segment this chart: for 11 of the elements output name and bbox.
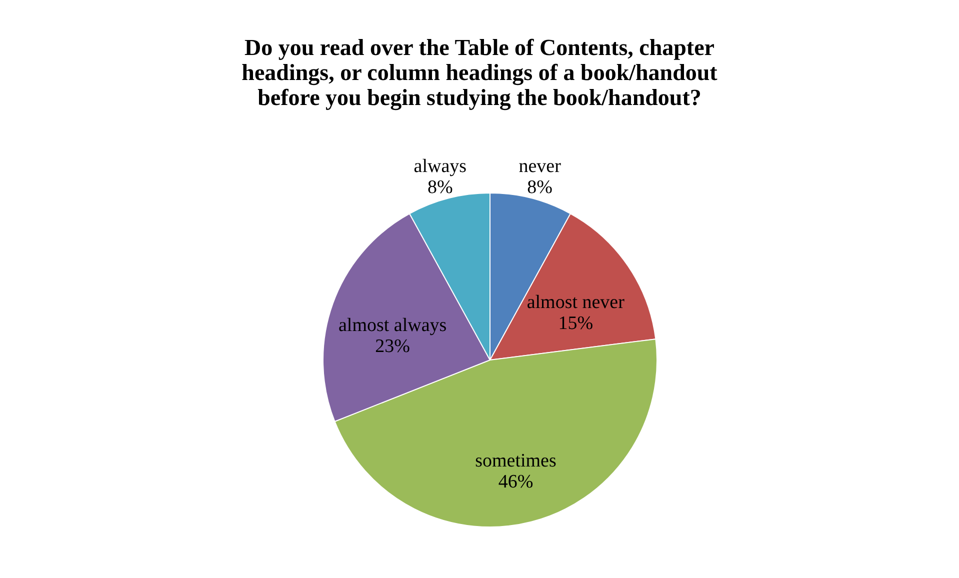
slice-label: never xyxy=(518,156,562,177)
slice-label: sometimes xyxy=(475,450,556,472)
slice-label: almost never xyxy=(526,292,626,313)
slice-label: always xyxy=(414,156,467,177)
slice-label: almost always xyxy=(338,314,447,336)
data-label: 23% xyxy=(375,336,410,357)
data-label: 46% xyxy=(498,471,534,492)
data-label: 8% xyxy=(527,176,553,198)
data-label: 15% xyxy=(558,312,594,334)
chart-title: Do you read over the Table of Contents, chapter headings, or column headings of a book/handout before you begin studying the book/handout? xyxy=(242,35,718,111)
data-label: 8% xyxy=(428,176,453,198)
